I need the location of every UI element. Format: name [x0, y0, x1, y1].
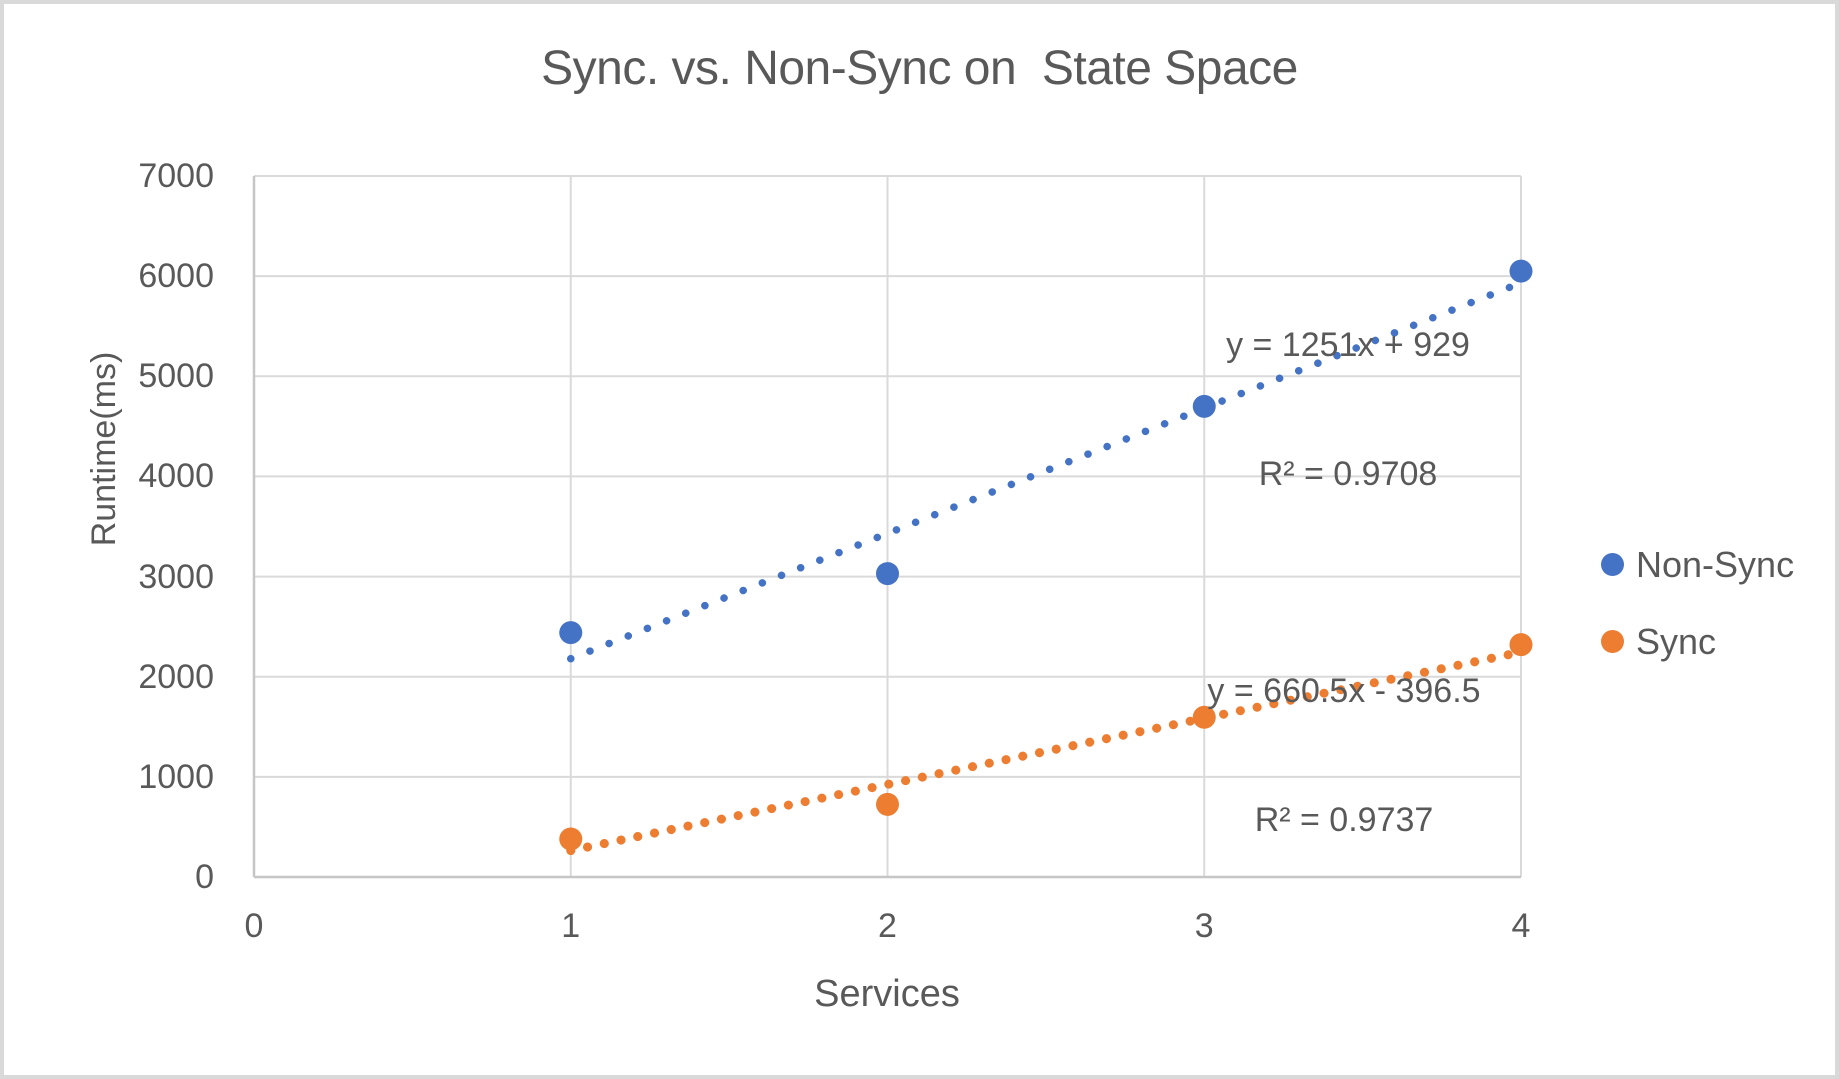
- y-tick-label: 1000: [138, 757, 214, 796]
- data-point[interactable]: [1192, 394, 1216, 418]
- x-tick-label: 3: [1194, 907, 1214, 945]
- y-tick-label: 5000: [138, 357, 214, 396]
- equation-text: y = 1251x + 929: [1226, 326, 1470, 364]
- y-tick-label: 0: [195, 858, 214, 896]
- legend: Non-Sync Sync: [1601, 526, 1794, 680]
- x-tick-label: 2: [878, 907, 897, 945]
- x-tick-label: 0: [244, 907, 264, 945]
- gridlines: [254, 175, 1522, 877]
- trendline-equation-nonsync: y = 1251x + 929 R² = 0.9708: [1138, 238, 1558, 582]
- legend-label: Sync: [1636, 620, 1717, 662]
- y-tick-label: 2000: [138, 657, 214, 696]
- trendline-equation-sync: y = 660.5x - 396.5 R² = 0.9737: [1134, 584, 1554, 928]
- y-tick-label: 4000: [138, 457, 214, 496]
- r-squared-text: R² = 0.9708: [1258, 455, 1438, 493]
- data-point[interactable]: [559, 621, 583, 645]
- x-axis-title: Services: [814, 973, 960, 1015]
- y-tick-label: 7000: [138, 157, 214, 195]
- data-point[interactable]: [876, 792, 899, 816]
- y-tick-label: 6000: [138, 257, 214, 296]
- y-axis-title: Runtime(ms): [85, 351, 123, 547]
- nonsync-marker-icon: [1601, 553, 1624, 576]
- series-non-sync[interactable]: [559, 259, 1533, 645]
- equation-text: y = 660.5x - 396.5: [1207, 672, 1481, 710]
- plot-area: [252, 175, 1533, 879]
- axis-lines: [252, 176, 1521, 879]
- legend-item-nonsync[interactable]: Non-Sync: [1601, 526, 1794, 603]
- data-series: [559, 259, 1533, 851]
- data-point[interactable]: [559, 827, 583, 851]
- data-point[interactable]: [1509, 259, 1533, 283]
- legend-item-sync[interactable]: Sync: [1601, 603, 1794, 680]
- x-tick-label: 1: [561, 907, 581, 945]
- sync-marker-icon: [1601, 630, 1624, 653]
- data-point[interactable]: [1192, 705, 1216, 729]
- data-point[interactable]: [1509, 633, 1533, 657]
- y-tick-label: 3000: [138, 557, 214, 596]
- legend-label: Non-Sync: [1636, 543, 1795, 585]
- data-point[interactable]: [876, 562, 899, 586]
- series-sync[interactable]: [559, 633, 1533, 851]
- x-tick-label: 4: [1511, 907, 1531, 945]
- r-squared-text: R² = 0.9737: [1254, 801, 1434, 839]
- chart-title: Sync. vs. Non-Sync on State Space: [541, 42, 1298, 95]
